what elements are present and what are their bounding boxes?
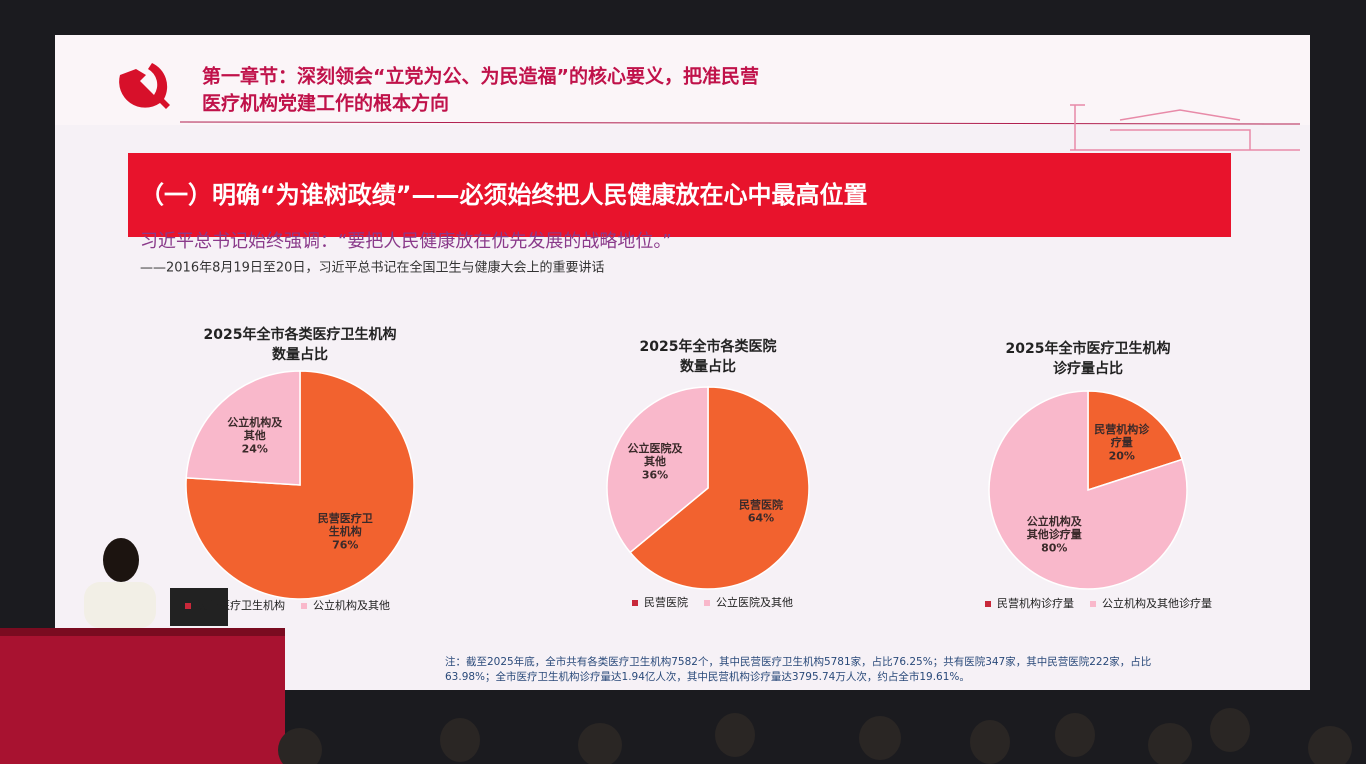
- pie-slice: [185, 370, 301, 486]
- pie-slice: [629, 386, 810, 590]
- speaker-body: [84, 582, 156, 628]
- pie-slice: [1087, 390, 1184, 492]
- section-banner: [128, 153, 1231, 237]
- chart-title: 诊疗量占比: [1053, 360, 1123, 377]
- audience: [278, 708, 1352, 764]
- legend-label: 公立医院及其他: [716, 595, 793, 609]
- podium: [0, 628, 285, 764]
- legend-swatch: [1090, 601, 1096, 607]
- chart-title: 数量占比: [272, 346, 328, 363]
- section-banner-text: （一）明确“为谁树政绩”——必须始终把人民健康放在心中最高位置: [140, 181, 868, 209]
- footnote: 63.98%；全市医疗卫生机构诊疗量达1.94亿人次，其中民营机构诊疗量达379…: [445, 670, 970, 683]
- legend-swatch: [985, 601, 991, 607]
- slice-label: 公立机构及其他诊疗量: [1026, 515, 1082, 542]
- slice-value-label: 80%: [1041, 541, 1068, 555]
- quote-source: ——2016年8月19日至20日，习近平总书记在全国卫生与健康大会上的重要讲话: [140, 260, 604, 276]
- chart-title: 2025年全市各类医院: [640, 338, 777, 355]
- chart-title: 2025年全市医疗卫生机构: [1006, 340, 1171, 357]
- slice-value-label: 24%: [241, 442, 268, 456]
- slice-value-label: 36%: [641, 468, 669, 482]
- building-decoration: [1070, 104, 1300, 151]
- slice-value-label: 20%: [1108, 449, 1135, 463]
- laptop: [170, 588, 228, 626]
- legend-label: 公立机构及其他: [313, 598, 390, 612]
- slice-value-label: 64%: [747, 511, 775, 525]
- slice-value-label: 76%: [332, 538, 359, 552]
- header-rule: [179, 121, 1301, 125]
- slice-label: 公立机构及其他: [227, 415, 283, 442]
- speaker-head: [103, 538, 139, 582]
- chart-title: 数量占比: [680, 358, 736, 375]
- pie-slice: [988, 390, 1188, 590]
- podium-edge: [0, 628, 285, 636]
- legend-swatch: [185, 603, 191, 609]
- slice-label: 公立医院及其他: [627, 442, 683, 469]
- legend-label: 民营机构诊疗量: [997, 596, 1074, 610]
- slice-label: 民营医院: [739, 498, 783, 512]
- legend-swatch: [704, 600, 710, 606]
- legend-swatch: [632, 600, 638, 606]
- footnote: 注：截至2025年底，全市共有各类医疗卫生机构7582个，其中民营医疗卫生机构5…: [445, 655, 1151, 668]
- chapter-title: 医疗机构党建工作的根本方向: [202, 92, 449, 115]
- chapter-title: 第一章节：深刻领会“立党为公、为民造福”的核心要义，把准民营: [202, 65, 759, 88]
- pie-slice: [185, 370, 415, 600]
- pie-slice: [606, 386, 709, 554]
- legend-swatch: [301, 603, 307, 609]
- slice-label: 民营机构诊疗量: [1094, 422, 1150, 449]
- slide-header: [55, 35, 1310, 125]
- chart-title: 2025年全市各类医疗卫生机构: [204, 326, 397, 343]
- slice-label: 民营医疗卫生机构: [317, 512, 373, 539]
- quote: 习近平总书记始终强调：“要把人民健康放在优先发展的战略地位。”: [140, 231, 672, 252]
- legend-label: 民营医院: [644, 595, 688, 609]
- emblem: [119, 63, 170, 109]
- legend-label: 公立机构及其他诊疗量: [1102, 596, 1212, 610]
- legend-label: 民营医疗卫生机构: [197, 598, 285, 612]
